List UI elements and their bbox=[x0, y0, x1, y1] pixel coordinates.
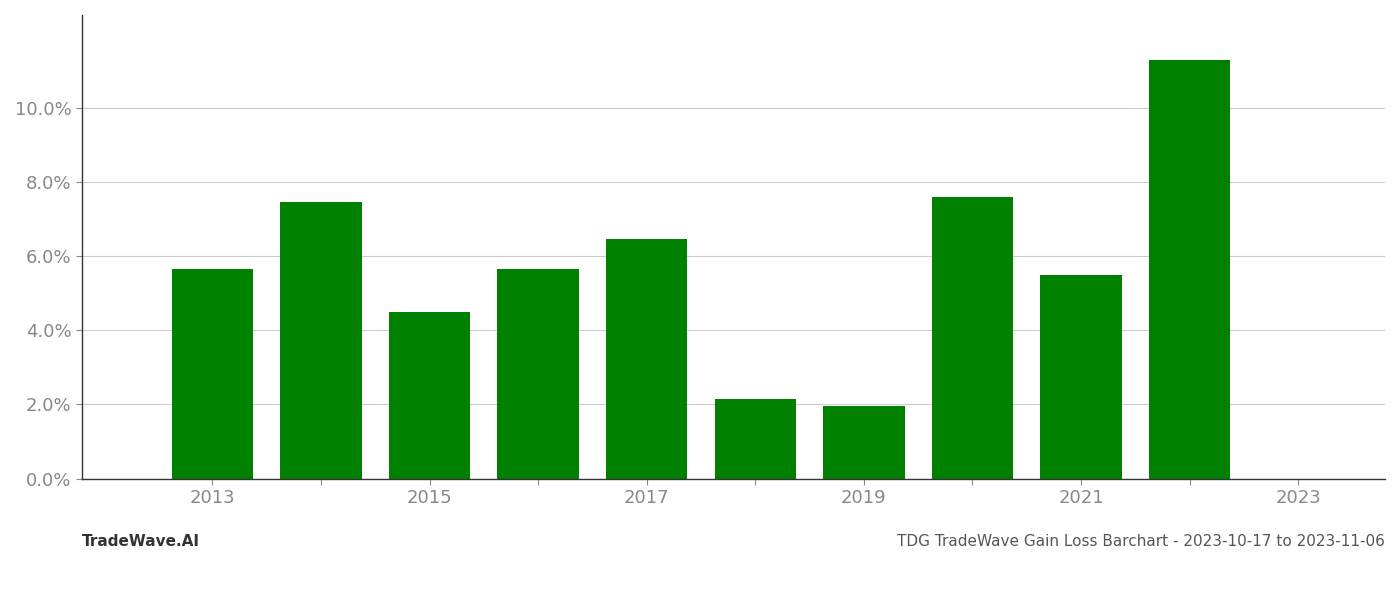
Bar bbox=[606, 239, 687, 479]
Bar bbox=[389, 311, 470, 479]
Bar bbox=[932, 197, 1014, 479]
Bar bbox=[497, 269, 578, 479]
Text: TradeWave.AI: TradeWave.AI bbox=[83, 534, 200, 549]
Bar bbox=[280, 202, 361, 479]
Bar bbox=[823, 406, 904, 479]
Text: TDG TradeWave Gain Loss Barchart - 2023-10-17 to 2023-11-06: TDG TradeWave Gain Loss Barchart - 2023-… bbox=[897, 534, 1385, 549]
Bar bbox=[1149, 59, 1231, 479]
Bar bbox=[172, 269, 253, 479]
Bar bbox=[714, 399, 797, 479]
Bar bbox=[1040, 275, 1121, 479]
